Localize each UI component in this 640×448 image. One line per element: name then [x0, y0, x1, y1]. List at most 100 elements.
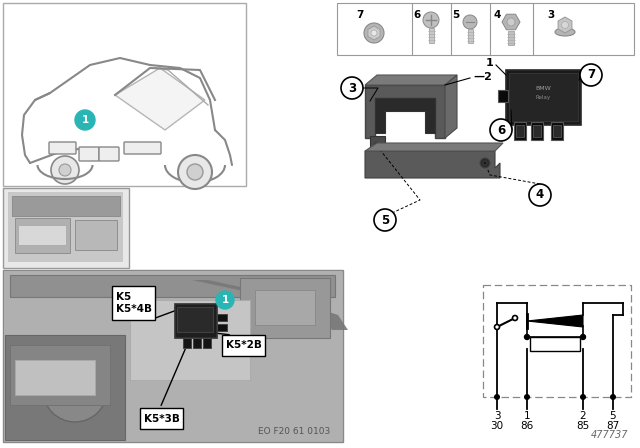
Bar	[508, 31, 514, 45]
Bar	[8, 192, 123, 262]
Bar	[483, 285, 631, 397]
Bar	[255, 290, 315, 325]
Circle shape	[423, 12, 439, 28]
Ellipse shape	[555, 28, 575, 36]
FancyBboxPatch shape	[49, 142, 76, 154]
Polygon shape	[365, 143, 503, 151]
Bar	[112, 286, 155, 320]
Polygon shape	[527, 315, 583, 327]
Text: 1: 1	[524, 411, 531, 421]
Text: 3: 3	[547, 10, 555, 20]
Polygon shape	[365, 75, 457, 85]
Circle shape	[495, 324, 499, 329]
Polygon shape	[445, 75, 457, 138]
Text: 86: 86	[520, 421, 534, 431]
Polygon shape	[368, 26, 380, 40]
Circle shape	[610, 394, 616, 400]
Bar	[175, 304, 217, 338]
Circle shape	[374, 209, 396, 231]
Text: 477737: 477737	[591, 430, 628, 440]
Bar	[530, 337, 580, 351]
Circle shape	[480, 158, 490, 168]
FancyBboxPatch shape	[79, 147, 99, 161]
Bar	[498, 90, 508, 102]
Bar	[533, 125, 541, 137]
Bar	[10, 275, 335, 297]
Circle shape	[513, 315, 518, 320]
Bar	[553, 125, 561, 137]
Polygon shape	[365, 85, 445, 138]
Text: 4: 4	[493, 10, 500, 20]
Bar	[5, 335, 125, 440]
Bar	[4, 271, 342, 441]
Bar	[240, 278, 330, 338]
Bar	[509, 73, 578, 121]
Circle shape	[373, 142, 381, 150]
Circle shape	[371, 30, 377, 36]
Bar	[222, 335, 265, 356]
Bar	[551, 122, 563, 140]
Bar	[75, 220, 117, 250]
Circle shape	[483, 161, 487, 165]
Bar	[193, 338, 201, 348]
Bar	[467, 29, 472, 43]
Text: 85: 85	[577, 421, 589, 431]
Bar	[516, 125, 524, 137]
Bar	[15, 218, 70, 253]
Bar	[140, 408, 183, 429]
Circle shape	[75, 110, 95, 130]
Circle shape	[463, 15, 477, 29]
Text: 3: 3	[493, 411, 500, 421]
Circle shape	[529, 184, 551, 206]
Circle shape	[59, 164, 71, 176]
Circle shape	[43, 358, 107, 422]
Text: EO F20 61 0103: EO F20 61 0103	[258, 427, 330, 436]
Polygon shape	[558, 17, 572, 33]
Circle shape	[187, 164, 203, 180]
Circle shape	[341, 77, 363, 99]
Circle shape	[525, 335, 529, 340]
Text: K5*3B: K5*3B	[144, 414, 180, 423]
Circle shape	[561, 22, 568, 29]
Polygon shape	[375, 98, 435, 133]
Text: —2: —2	[473, 72, 492, 82]
Text: 7: 7	[587, 69, 595, 82]
Text: K5: K5	[116, 292, 131, 302]
Circle shape	[51, 156, 79, 184]
Bar	[217, 314, 227, 321]
Text: 4: 4	[536, 189, 544, 202]
Bar	[12, 196, 120, 216]
Circle shape	[507, 18, 515, 26]
Bar	[15, 360, 95, 395]
Circle shape	[580, 335, 586, 340]
Circle shape	[494, 394, 500, 400]
Bar	[10, 345, 110, 405]
Bar	[130, 300, 250, 380]
Bar	[514, 122, 526, 140]
Text: 1: 1	[221, 295, 228, 305]
Circle shape	[216, 291, 234, 309]
Bar	[3, 270, 343, 442]
FancyBboxPatch shape	[124, 142, 161, 154]
Bar	[506, 70, 581, 125]
Ellipse shape	[30, 355, 120, 425]
Polygon shape	[370, 136, 385, 153]
Bar	[203, 338, 211, 348]
FancyBboxPatch shape	[99, 147, 119, 161]
Text: K5*4B: K5*4B	[116, 305, 152, 314]
Bar	[531, 122, 543, 140]
Text: 5: 5	[452, 10, 460, 20]
Text: 5: 5	[381, 214, 389, 227]
Bar	[337, 3, 634, 55]
Bar	[183, 338, 191, 348]
Polygon shape	[365, 151, 500, 178]
Bar	[429, 28, 433, 43]
Text: 2: 2	[580, 411, 586, 421]
Text: BMW: BMW	[535, 86, 551, 90]
Text: 5: 5	[610, 411, 616, 421]
Circle shape	[580, 64, 602, 86]
Polygon shape	[502, 14, 520, 30]
Text: 30: 30	[490, 421, 504, 431]
Text: 3: 3	[348, 82, 356, 95]
Text: 6: 6	[413, 10, 420, 20]
